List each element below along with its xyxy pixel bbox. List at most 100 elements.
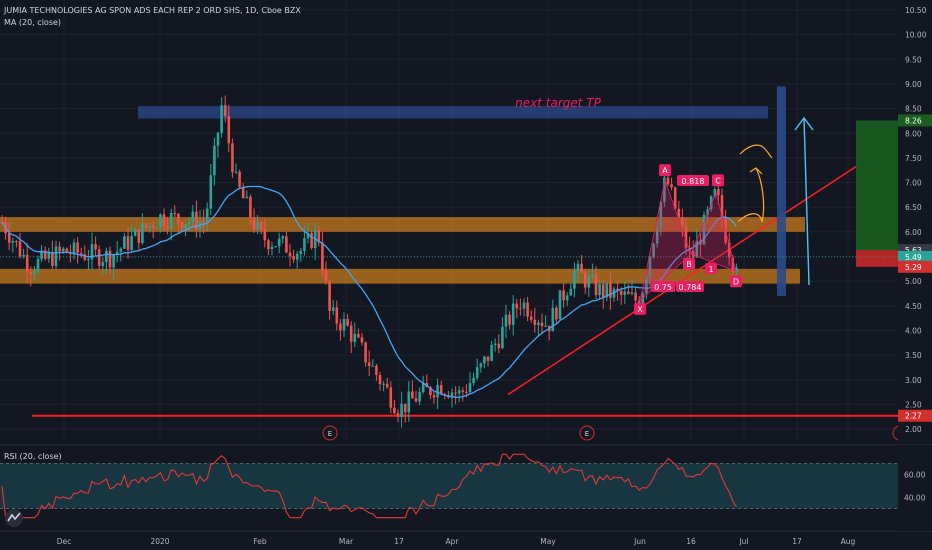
candlestick-series (0, 95, 738, 428)
next-target-label: next target TP (515, 96, 601, 110)
candle-body (540, 322, 544, 327)
candle-body (227, 116, 231, 144)
candle-body (141, 223, 144, 244)
candle-body (162, 214, 166, 227)
time-tick-label: 17 (394, 537, 404, 546)
pattern-point-label: A (662, 166, 668, 175)
ma-line (1, 185, 737, 399)
candle-body (663, 177, 666, 203)
candle-body (360, 337, 364, 343)
candle-body (522, 302, 526, 309)
candle-body (281, 236, 285, 239)
price-badge-label: 2.27 (905, 412, 922, 421)
candle-body (11, 241, 15, 243)
pattern-point-d (730, 275, 742, 288)
candle-body (414, 398, 418, 402)
candle-body (137, 229, 141, 244)
candle-body (101, 262, 105, 266)
price-tick-label: 9.00 (905, 80, 922, 89)
time-tick-label: 2020 (150, 537, 169, 546)
price-badge-label: 5.63 (905, 246, 922, 255)
pattern-point-b (683, 258, 695, 271)
time-tick-label: Mar (339, 537, 354, 546)
candle-body (648, 257, 652, 278)
ratio-b2-label-bg (676, 281, 704, 292)
candle-body (61, 248, 65, 252)
candle-body (731, 257, 735, 273)
candle-body (69, 252, 72, 255)
candle-body (511, 303, 515, 325)
candle-body (439, 385, 443, 395)
candle-body (490, 344, 493, 361)
candle-body (295, 253, 299, 260)
price-badge-label: 5.49 (905, 253, 922, 262)
candle-body (702, 214, 706, 245)
candle-body (231, 143, 234, 173)
candle-body (468, 383, 472, 393)
candle-body (537, 322, 540, 325)
candle-body (223, 105, 227, 117)
pattern-point-label: D (733, 277, 739, 286)
candle-body (504, 314, 508, 327)
candle-body (619, 290, 623, 295)
candle-body (317, 229, 321, 243)
candle-body (727, 242, 731, 258)
candle-body (72, 242, 76, 255)
candle-body (457, 390, 461, 394)
candle-body (479, 363, 483, 368)
candle-body (303, 238, 306, 251)
harmonic-pattern: X A B C D 0.818 0.75 0.784 1 (634, 164, 742, 315)
ratio-c-label-bg (677, 175, 709, 186)
price-badge (898, 250, 932, 263)
candle-body (580, 263, 583, 273)
candle-body (666, 177, 670, 185)
candle-body (429, 387, 432, 396)
candle-body (328, 281, 331, 311)
price-tick-label: 8.00 (905, 129, 922, 138)
candle-body (310, 232, 313, 249)
time-tick-label: Jun (633, 537, 646, 546)
rsi-line (1, 453, 737, 519)
pattern-point-label: X (637, 305, 643, 314)
candle-body (713, 189, 717, 197)
time-tick-label: 16 (686, 537, 696, 546)
candle-body (353, 333, 357, 342)
trend-line (507, 164, 859, 396)
profit-target-box (856, 120, 898, 251)
candle-body (22, 254, 25, 257)
candle-body (601, 284, 605, 298)
pattern-point-label: C (715, 176, 721, 185)
candle-body (573, 271, 576, 289)
candle-body (115, 251, 119, 255)
candle-body (87, 259, 90, 261)
candle-body (486, 356, 490, 361)
candle-body (411, 391, 414, 399)
candle-body (277, 238, 281, 247)
candle-body (493, 343, 497, 345)
candle-body (475, 367, 479, 378)
price-tick-label: 2.50 (905, 400, 922, 409)
tradingview-logo-icon[interactable] (4, 508, 24, 528)
candle-body (267, 240, 270, 250)
time-tick-label: 17 (792, 537, 802, 546)
candle-body (36, 259, 40, 272)
candle-body (544, 325, 547, 327)
candle-body (195, 211, 198, 230)
candle-body (76, 242, 79, 254)
candle-body (598, 284, 601, 296)
price-tick-label: 4.50 (905, 302, 922, 311)
candle-body (213, 145, 216, 176)
candle-body (634, 292, 637, 301)
candle-body (306, 232, 310, 239)
price-badge (898, 114, 932, 127)
candle-body (407, 391, 411, 413)
candle-body (389, 387, 393, 408)
candle-body (33, 271, 36, 275)
candle-body (288, 252, 292, 257)
candle-body (551, 307, 555, 332)
candle-body (133, 229, 137, 236)
candle-body (234, 171, 238, 173)
rsi-tick-label: 60.00 (904, 471, 926, 480)
candle-body (274, 246, 277, 248)
